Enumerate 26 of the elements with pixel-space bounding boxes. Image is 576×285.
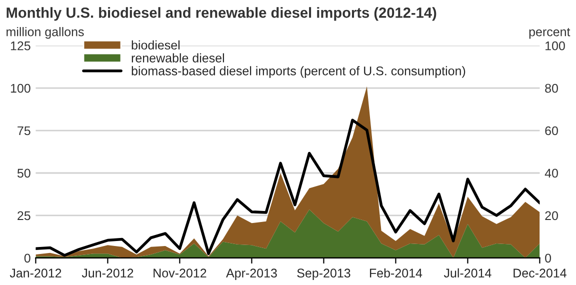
x-tick-label: Dec-2014 (514, 268, 566, 278)
x-tick-label: Nov-2012 (154, 268, 206, 278)
legend-label: biodiesel (132, 40, 180, 50)
y-tick-label: 50 (17, 168, 30, 178)
y2-axis-title: percent (529, 28, 570, 39)
y2-tick-label: 20 (545, 211, 558, 220)
legend-label: biomass-based diesel imports (percent of U.S. consumption) (132, 66, 466, 78)
y-axis-title: million gallons (6, 27, 84, 39)
y-tick-label: 25 (18, 211, 30, 220)
legend-label: renewable diesel (132, 53, 224, 62)
y2-tick-label: 40 (544, 168, 558, 178)
x-tick-label: Feb-2014 (370, 268, 422, 278)
y-tick-label: 100 (10, 84, 30, 93)
y-tick-label: 125 (10, 41, 30, 50)
y2-tick-label: 0 (545, 254, 552, 263)
x-tick-label: Sep-2013 (297, 268, 350, 280)
x-tick-label: Jul-2014 (444, 268, 492, 278)
x-tick-label: Jan-2012 (10, 268, 62, 278)
chart-title: Monthly U.S. biodiesel and renewable diesel imports (2012-14) (6, 7, 436, 21)
y-tick-label: 0 (24, 254, 30, 263)
y2-tick-label: 80 (545, 84, 558, 93)
y-tick-label: 75 (18, 126, 30, 136)
y2-tick-label: 100 (546, 41, 565, 50)
x-tick-label: Apr-2013 (226, 268, 277, 280)
x-tick-label: Jun-2012 (82, 268, 134, 278)
y2-tick-label: 60 (545, 126, 558, 136)
